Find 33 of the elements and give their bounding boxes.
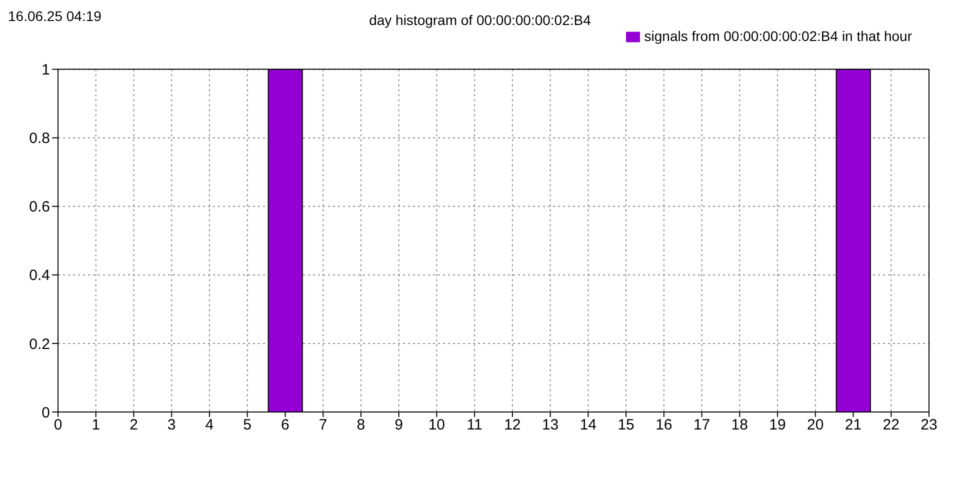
x-tick-label: 23 (920, 416, 938, 434)
x-tick-label: 10 (428, 416, 446, 434)
text: 16.06.25 04:19 (8, 8, 102, 24)
x-tick-label: 2 (130, 416, 138, 434)
y-tick-label: 0.4 (29, 267, 50, 284)
x-tick-label: 9 (394, 416, 403, 434)
x-tick-label: 11 (466, 416, 482, 434)
x-tick-label: 20 (807, 416, 824, 434)
x-tick-label: 17 (693, 416, 710, 434)
x-tick-label: 18 (731, 416, 748, 434)
y-tick-label: 1 (42, 62, 50, 79)
x-tick-label: 19 (769, 416, 786, 434)
x-tick-label: 14 (580, 416, 597, 434)
y-tick-label: 0.6 (29, 198, 50, 216)
legend-label: signals from 00:00:00:00:02:B4 in that hour (644, 28, 912, 44)
x-tick-label: 15 (618, 416, 634, 434)
chart-title: day histogram of 00:00:00:00:02:B4 (369, 12, 591, 28)
x-tick-label: 8 (356, 416, 366, 434)
x-tick-label: 22 (882, 416, 900, 434)
x-tick-label: 6 (281, 416, 290, 434)
x-tick-label: 13 (542, 416, 559, 434)
x-tick-label: 1 (92, 416, 100, 434)
y-tick-label: 0.8 (29, 130, 50, 148)
x-tick-label: 4 (205, 416, 214, 434)
x-tick-label: 16 (656, 416, 672, 434)
x-tick-label: 12 (504, 416, 521, 434)
x-tick-label: 0 (54, 416, 62, 434)
x-tick-label: 5 (243, 416, 252, 434)
x-tick-label: 21 (844, 416, 862, 434)
x-tick-label: 3 (167, 416, 176, 434)
y-tick-label: 0.2 (29, 336, 50, 353)
x-tick-label: 7 (318, 416, 328, 434)
y-tick-label: 0 (42, 404, 50, 422)
